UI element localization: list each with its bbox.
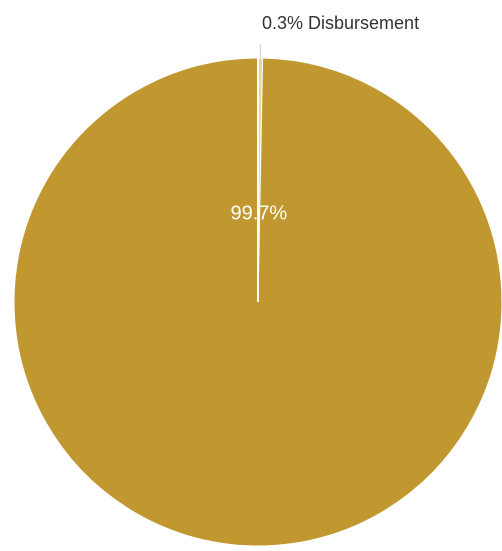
pie-slice-label-disbursement: 0.3% Disbursement [262,13,419,33]
pie-slice-label-main: 99.7% [230,202,287,224]
leader-lines-layer [257,44,261,302]
labels-layer: 0.3% Disbursement 99.7% [230,13,419,224]
